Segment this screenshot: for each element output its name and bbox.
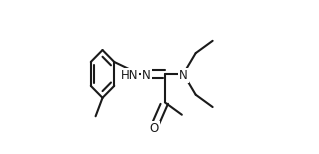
Text: O: O bbox=[150, 122, 159, 135]
Text: HN: HN bbox=[121, 69, 138, 82]
Text: N: N bbox=[179, 69, 188, 82]
Text: N: N bbox=[142, 69, 151, 82]
